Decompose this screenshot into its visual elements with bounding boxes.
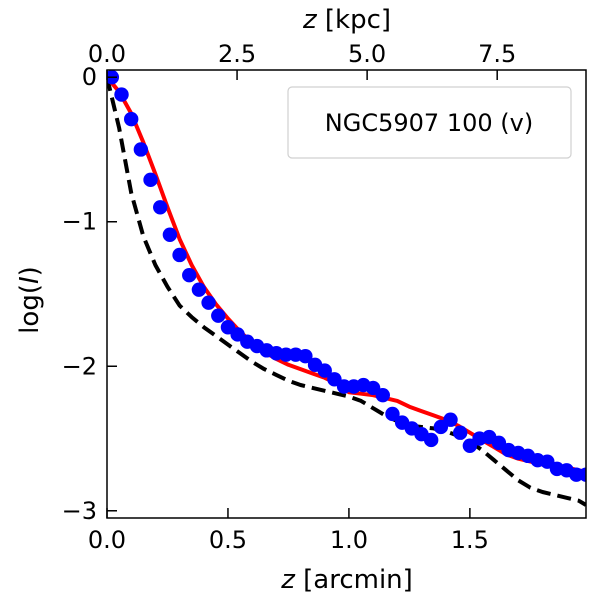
data-point	[201, 295, 216, 310]
top-tick-label: 5.0	[348, 40, 386, 68]
data-point	[191, 282, 207, 297]
plot-layer	[107, 70, 586, 507]
data-point	[298, 348, 313, 364]
data-point	[423, 432, 439, 448]
data-point	[317, 363, 332, 378]
y-axis-label-post: )	[15, 266, 45, 276]
data-point	[211, 308, 226, 323]
data-point	[123, 111, 139, 127]
data-point	[133, 142, 149, 157]
y-tick-label: −3	[62, 497, 97, 525]
top-tick-label: 7.5	[478, 40, 516, 68]
y-axis-label-pre: log(	[15, 284, 45, 334]
x-axis-label-var: z	[280, 565, 296, 595]
dashed-line	[107, 76, 586, 507]
y-axis-label-var: I	[15, 276, 45, 284]
x-tick-label: 1.5	[451, 526, 489, 554]
top-axis-label-unit: [kpc]	[317, 5, 391, 35]
legend: NGC5907 100 (v)	[287, 86, 572, 159]
y-tick-label: −1	[62, 208, 97, 236]
top-tick-label: 0.0	[88, 40, 126, 68]
plot-area	[107, 70, 586, 507]
top-axis-label-var: z	[302, 5, 318, 35]
x-axis-label: z [arcmin]	[280, 565, 413, 595]
data-point	[153, 200, 168, 215]
plot-frame	[106, 69, 587, 519]
legend-label: NGC5907 100 (v)	[325, 109, 533, 137]
x-axis-label-unit: [arcmin]	[295, 565, 413, 595]
top-axis-label: z [kpc]	[302, 5, 391, 35]
x-tick-label: 0.5	[209, 526, 247, 554]
data-point	[182, 268, 197, 283]
y-tick-label: −2	[62, 352, 97, 380]
data-point	[375, 387, 390, 403]
ticks-layer: 0.0 0.5 1.0 1.50−1−2−30.0 2.5 5.0 7.5	[62, 40, 517, 554]
y-axis-label: log(I)	[15, 266, 45, 334]
data-point	[443, 412, 458, 427]
top-tick-label: 2.5	[218, 40, 256, 68]
data-point	[172, 247, 187, 263]
legend-box	[287, 86, 572, 159]
data-point	[453, 425, 468, 440]
x-tick-label: 0.0	[88, 526, 126, 554]
y-tick-label: 0	[82, 63, 97, 91]
observed-points	[107, 70, 586, 482]
data-point	[143, 172, 158, 188]
data-point	[114, 87, 129, 102]
x-tick-label: 1.0	[330, 526, 368, 554]
data-point	[385, 406, 400, 422]
data-point	[578, 467, 586, 482]
data-point	[162, 227, 178, 242]
